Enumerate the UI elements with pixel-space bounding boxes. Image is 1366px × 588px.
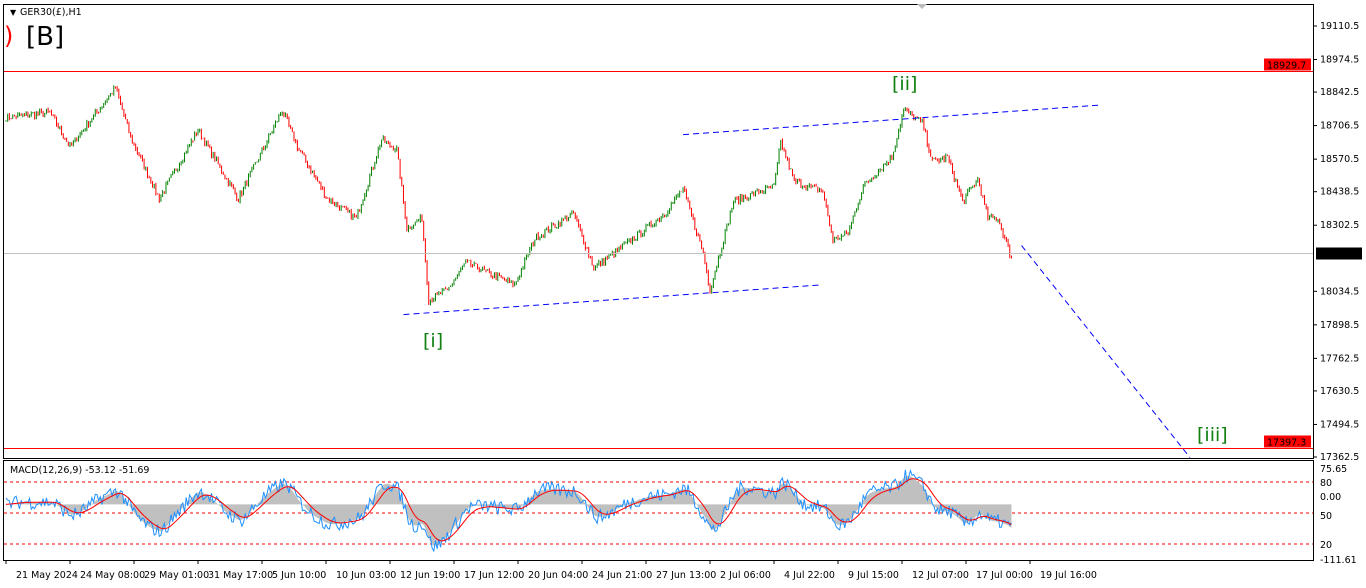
stoch-level-label: 50 bbox=[1320, 511, 1332, 522]
time-tick-label: 12 Jun 19:00 bbox=[400, 570, 460, 581]
price-tick-label: 18706.5 bbox=[1320, 121, 1359, 132]
stoch-level-label: 80 bbox=[1320, 478, 1332, 489]
symbol-label: GER30(£),H1 bbox=[20, 7, 82, 18]
time-tick-label: 4 Jul 22:00 bbox=[784, 570, 835, 581]
price-tick-label: 17630.5 bbox=[1320, 386, 1359, 397]
price-tick-label: 18974.5 bbox=[1320, 55, 1359, 66]
macd-tick-label: -111.61 bbox=[1320, 555, 1357, 566]
level-price-label: 18929.7 bbox=[1267, 61, 1306, 72]
time-tick-label: 10 Jun 03:00 bbox=[336, 570, 396, 581]
price-tick-label: 18842.5 bbox=[1320, 87, 1359, 98]
menu-triangle-icon[interactable]: ▼ bbox=[10, 8, 17, 17]
main-chart-frame bbox=[3, 4, 1314, 459]
time-tick-label: 19 Jul 16:00 bbox=[1040, 570, 1097, 581]
price-tick-label: 17898.5 bbox=[1320, 320, 1359, 331]
time-tick-label: 5 Jun 10:00 bbox=[272, 570, 326, 581]
price-tick-label: 18034.5 bbox=[1320, 286, 1359, 297]
macd-label: MACD(12,26,9) -53.12 -51.69 bbox=[10, 465, 149, 476]
macd-histogram bbox=[6, 475, 1012, 546]
time-tick-label: 24 May 08:00 bbox=[80, 570, 145, 581]
time-tick-label: 31 May 17:00 bbox=[208, 570, 273, 581]
price-tick-label: 17762.5 bbox=[1320, 353, 1359, 364]
price-tick-label: 17494.5 bbox=[1320, 419, 1359, 430]
time-tick-label: 24 Jun 21:00 bbox=[592, 570, 652, 581]
level-price-label: 17397.3 bbox=[1267, 438, 1306, 449]
price-tick-label: 18302.5 bbox=[1320, 220, 1359, 231]
candles bbox=[5, 85, 1012, 306]
wave-label-B: [B] bbox=[26, 22, 64, 52]
stoch-level-label: 20 bbox=[1320, 540, 1332, 551]
price-tick-label: 17362.5 bbox=[1320, 452, 1359, 463]
macd-frame bbox=[3, 460, 1314, 561]
price-tick-label: 18438.5 bbox=[1320, 187, 1359, 198]
wave-label-iii: [iii] bbox=[1197, 424, 1228, 446]
macd-tick-label: 0.00 bbox=[1320, 492, 1341, 503]
macd-tick-label: 75.65 bbox=[1320, 464, 1347, 475]
partial-wave-bracket: ) bbox=[4, 22, 13, 50]
wave-label-ii: [ii] bbox=[892, 73, 917, 95]
current-price-tag bbox=[1316, 247, 1362, 260]
macd-panel bbox=[4, 468, 1313, 553]
shift-marker-icon[interactable] bbox=[917, 4, 927, 9]
time-tick-label: 9 Jul 15:00 bbox=[848, 570, 899, 581]
time-tick-label: 20 Jun 04:00 bbox=[528, 570, 588, 581]
macd-signal-line bbox=[5, 478, 1012, 542]
price-tick-label: 19110.5 bbox=[1320, 21, 1359, 32]
time-tick-label: 29 May 01:00 bbox=[144, 570, 209, 581]
time-tick-label: 17 Jun 12:00 bbox=[464, 570, 524, 581]
time-tick-label: 21 May 2024 bbox=[16, 570, 78, 581]
trend-line bbox=[1021, 245, 1191, 458]
price-tick-label: 18570.5 bbox=[1320, 154, 1359, 165]
wave-label-i: [i] bbox=[423, 330, 443, 352]
level-price-tag bbox=[1264, 58, 1311, 71]
level-price-tag bbox=[1264, 435, 1311, 448]
current-price-label: 18188.8 bbox=[1320, 250, 1359, 261]
time-tick-label: 27 Jun 13:00 bbox=[656, 570, 716, 581]
time-tick-label: 12 Jul 07:00 bbox=[912, 570, 969, 581]
time-tick-label: 17 Jul 00:00 bbox=[976, 570, 1033, 581]
time-tick-label: 2 Jul 06:00 bbox=[720, 570, 771, 581]
macd-main-line bbox=[5, 468, 1012, 553]
